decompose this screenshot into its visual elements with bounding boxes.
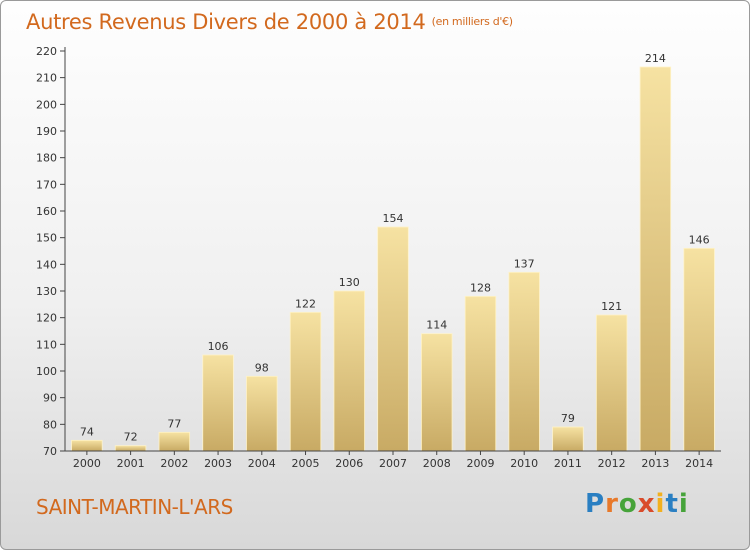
data-label-2013: 214 [645, 52, 666, 65]
y-tick-label: 150 [36, 232, 57, 245]
data-label-2006: 130 [339, 276, 360, 289]
x-tick-label: 2012 [598, 457, 626, 470]
logo-letter: P [585, 489, 606, 519]
data-label-2003: 106 [208, 340, 229, 353]
y-axis: 70 80 90 100 110 120 130 140 150 160 170 180 190 200 2… [36, 45, 66, 458]
commune-name: SAINT-MARTIN-L'ARS [36, 495, 233, 519]
x-tick-label: 2007 [379, 457, 407, 470]
bar-2000 [71, 439, 103, 452]
x-tick-label: 2013 [641, 457, 669, 470]
logo-letter: o [618, 489, 638, 519]
title-text: Autres Revenus Divers de 2000 à 2014 [26, 10, 426, 34]
y-tick-label: 90 [43, 392, 57, 405]
y-tick-label: 190 [36, 125, 57, 138]
x-tick-label: 2003 [204, 457, 232, 470]
bar-2013 [639, 66, 672, 452]
x-tick-label: 2005 [292, 457, 320, 470]
bar-2001 [114, 445, 147, 452]
y-tick-label: 110 [36, 338, 57, 351]
bar-2014 [683, 247, 715, 452]
bar-2006 [333, 290, 365, 452]
y-tick-label: 170 [36, 178, 57, 191]
y-tick-label: 160 [36, 205, 57, 218]
data-label-2014: 146 [689, 233, 710, 246]
data-label-2005: 122 [295, 297, 316, 310]
x-axis: 2000 2001 2002 2003 2004 2005 2006 2007 2008 2009… [65, 450, 721, 470]
bar-2004 [246, 375, 278, 452]
bars-group: 74 72 77 106 98 122 130 154 114 128 137 79 121 214 146 [71, 52, 715, 452]
y-tick-label: 100 [36, 365, 57, 378]
chart-title: Autres Revenus Divers de 2000 à 2014 (en … [26, 10, 513, 34]
bar-2010 [508, 271, 540, 452]
logo-letter: i [655, 489, 666, 519]
data-label-2010: 137 [514, 257, 535, 270]
x-tick-label: 2002 [160, 457, 188, 470]
x-tick-label: 2000 [73, 457, 101, 470]
data-label-2008: 114 [426, 319, 447, 332]
x-tick-label: 2001 [117, 457, 145, 470]
data-label-2004: 98 [255, 361, 269, 374]
logo-letter: x [637, 489, 656, 519]
x-tick-label: 2004 [248, 457, 276, 470]
y-tick-label: 80 [43, 418, 57, 431]
bar-2005 [289, 311, 322, 452]
y-tick-label: 130 [36, 285, 57, 298]
data-label-2002: 77 [167, 417, 181, 430]
bar-2007 [377, 226, 409, 452]
data-label-2000: 74 [80, 425, 94, 438]
data-label-2011: 79 [561, 412, 575, 425]
unit-label: (en milliers d'€) [431, 15, 513, 28]
bar-2003 [202, 354, 234, 452]
logo-letter: t [665, 489, 679, 519]
y-tick-label: 200 [36, 98, 57, 111]
bar-2008 [421, 333, 453, 452]
x-tick-label: 2006 [335, 457, 363, 470]
y-tick-label: 140 [36, 258, 57, 271]
y-tick-label: 70 [43, 445, 57, 458]
data-label-2001: 72 [124, 431, 138, 444]
x-tick-label: 2011 [554, 457, 582, 470]
x-tick-label: 2014 [685, 457, 713, 470]
x-tick-label: 2008 [423, 457, 451, 470]
x-tick-label: 2009 [466, 457, 494, 470]
y-tick-label: 210 [36, 72, 57, 85]
logo-letter: i [678, 489, 689, 519]
data-label-2012: 121 [601, 300, 622, 313]
bar-2012 [595, 314, 628, 452]
bar-2009 [464, 295, 497, 452]
x-tick-label: 2010 [510, 457, 538, 470]
y-tick-label: 220 [36, 45, 57, 58]
bar-2002 [158, 431, 191, 452]
y-tick-label: 120 [36, 312, 57, 325]
data-label-2007: 154 [383, 212, 404, 225]
data-label-2009: 128 [470, 281, 491, 294]
proxiti-logo: Proxiti [585, 489, 689, 519]
bar-2011 [552, 426, 584, 452]
y-tick-label: 180 [36, 152, 57, 165]
logo-letter: r [605, 489, 619, 519]
